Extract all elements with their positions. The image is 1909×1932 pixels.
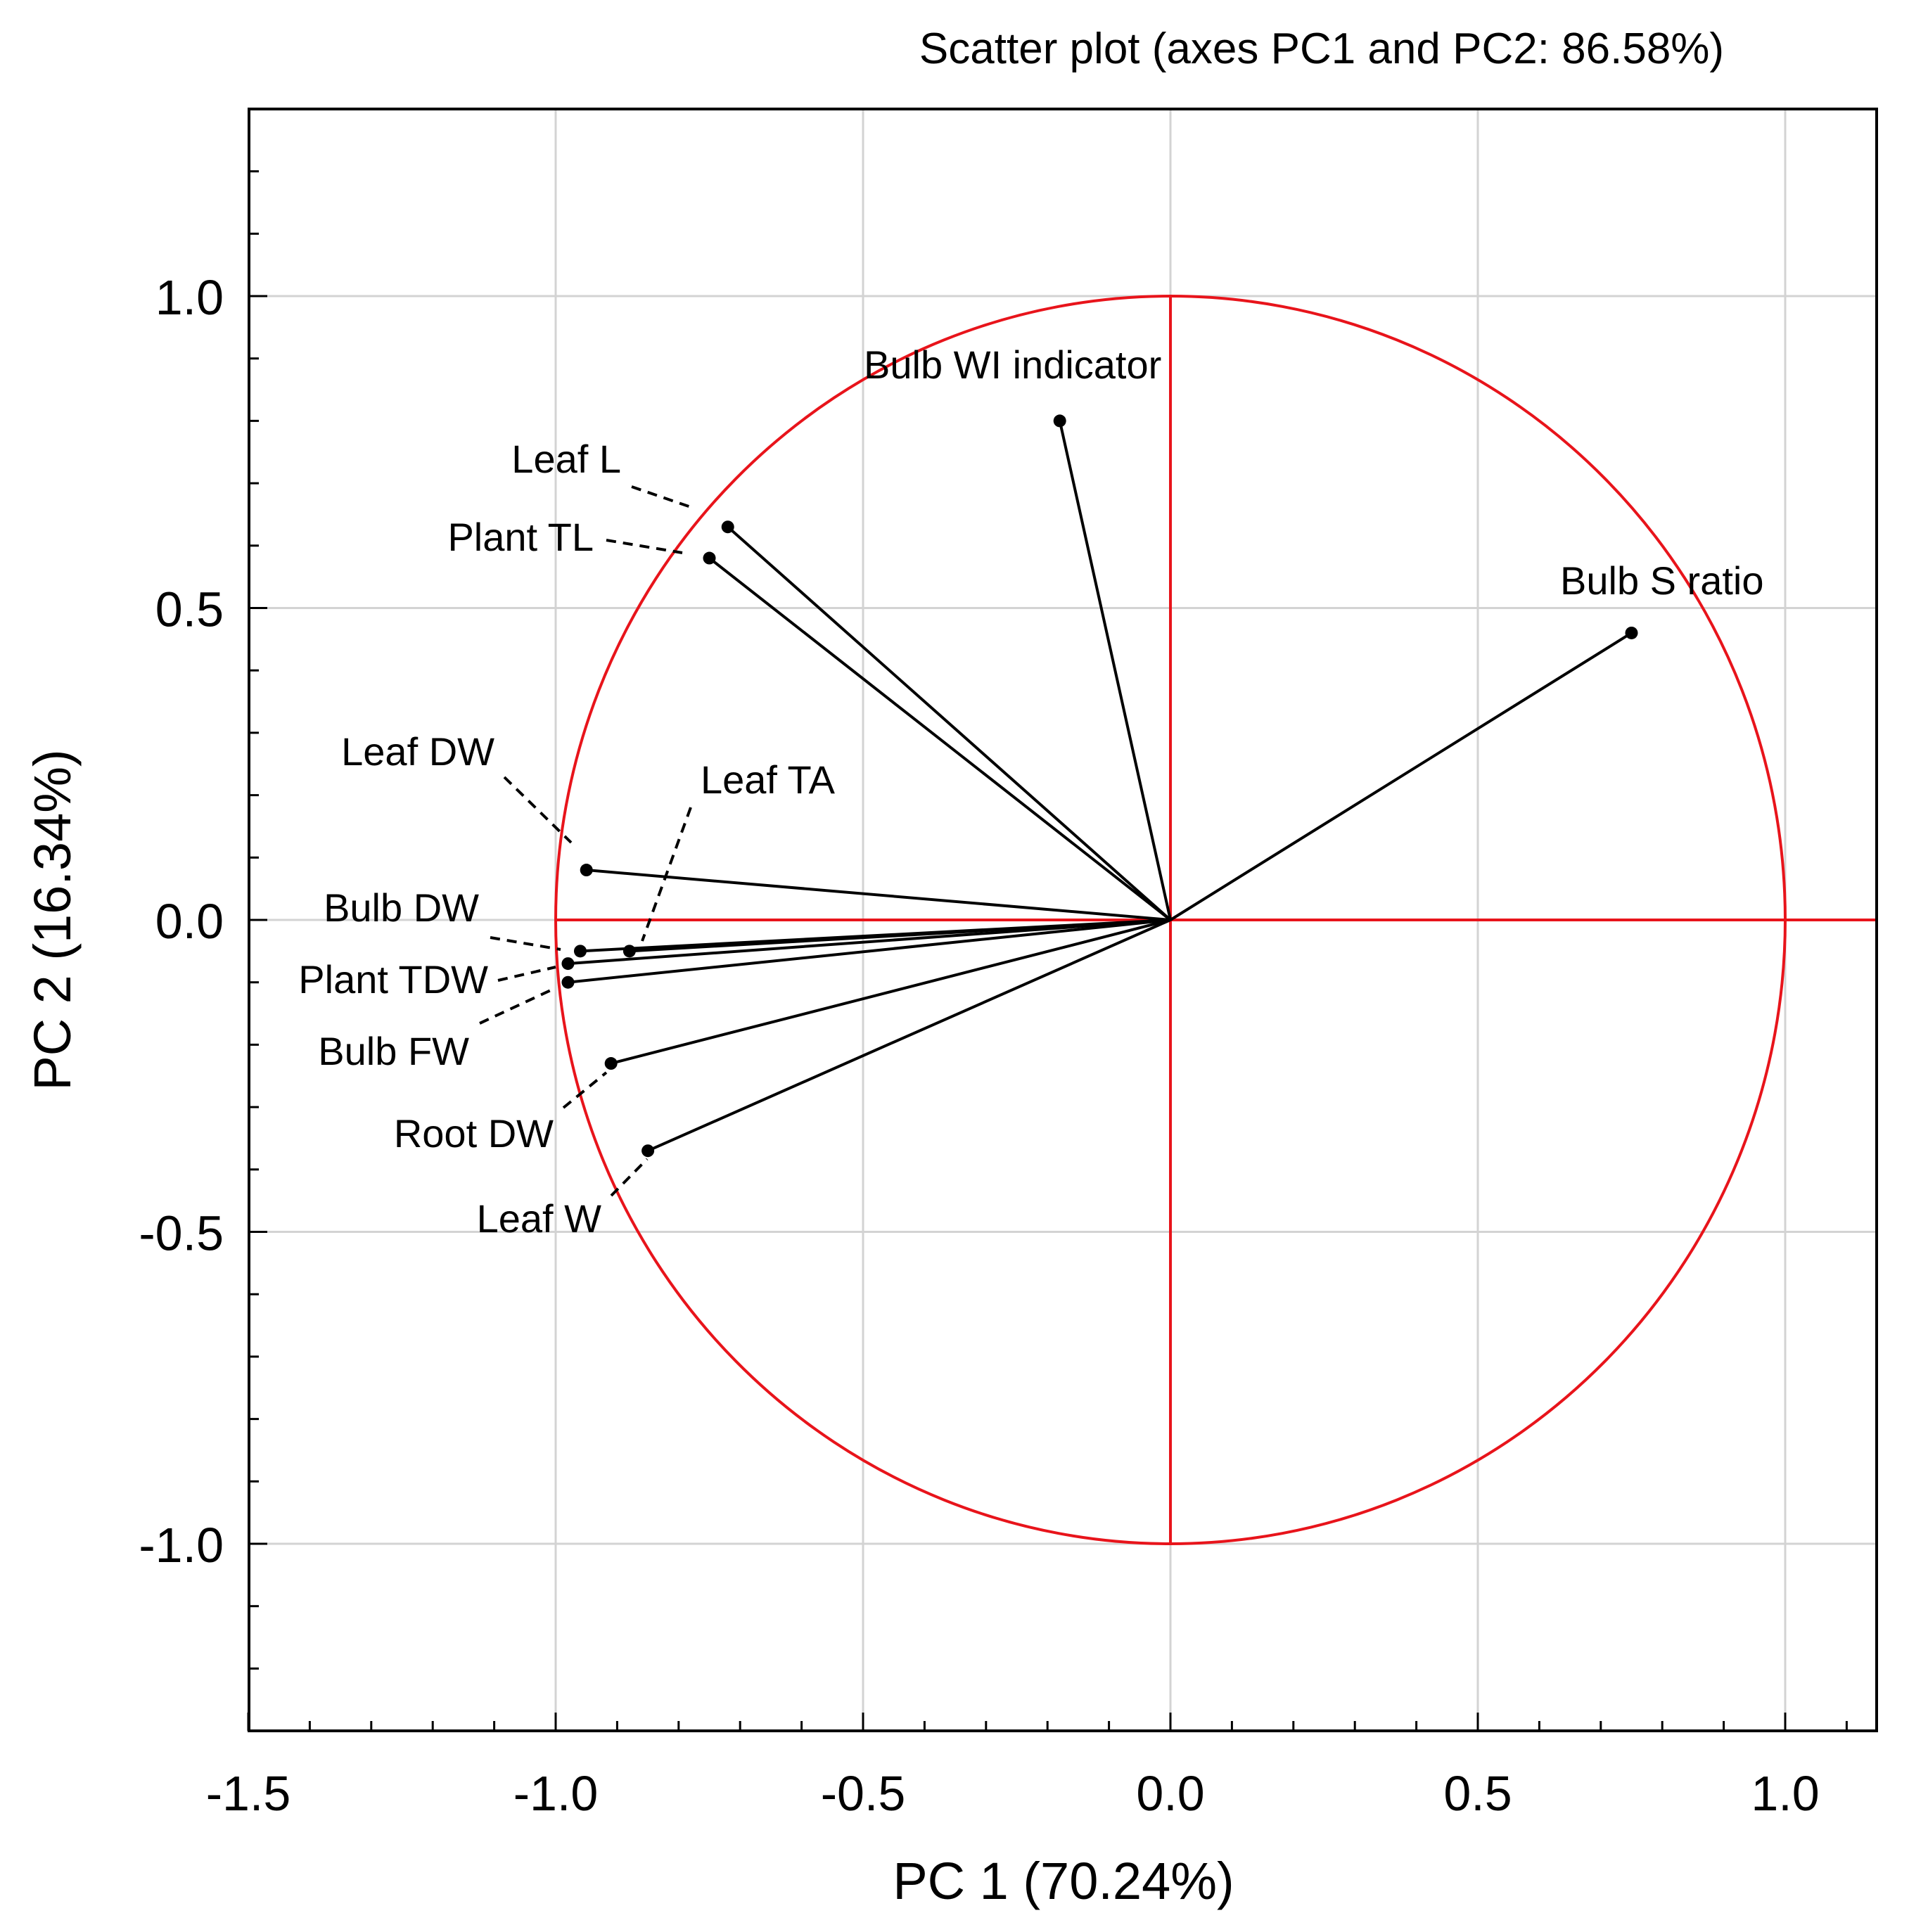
loading-point (1053, 414, 1066, 428)
x-tick-label: 0.5 (1443, 1766, 1512, 1821)
loading-vector (568, 919, 1171, 966)
loading-point (1625, 626, 1638, 639)
point-label: Bulb WI indicator (864, 343, 1161, 387)
leader-lines (479, 485, 694, 1197)
y-tick-label: 0.5 (155, 582, 224, 637)
label-leader-line (562, 1071, 608, 1109)
x-tick-label: 1.0 (1751, 1766, 1819, 1821)
point-label: Leaf W (477, 1196, 602, 1241)
label-leader-line (479, 988, 553, 1025)
loading-vector (586, 869, 1171, 921)
x-tick-label: -1.0 (513, 1766, 599, 1821)
y-axis-label: PC 2 (16.34%) (23, 749, 82, 1090)
loading-point (561, 957, 575, 971)
loading-vector (727, 525, 1172, 921)
chart-title: Scatter plot (axes PC1 and PC2: 86.58%) (919, 25, 1724, 73)
loading-point (641, 1144, 655, 1158)
loading-vector (611, 919, 1171, 1065)
point-label: Plant TDW (298, 957, 488, 1002)
x-tick-label: 0.0 (1136, 1766, 1204, 1821)
x-tick-label: -0.5 (821, 1766, 906, 1821)
y-tick-label: 0.0 (155, 894, 224, 949)
loading-vector (1169, 632, 1633, 921)
y-tick-label: -1.0 (139, 1518, 224, 1573)
point-label: Leaf L (511, 437, 621, 481)
axis-ticks: -1.5 -1.0 -0.5 0.0 0.5 1.0 -1.0 -0.5 0.0 0.5 1.0 (139, 108, 1848, 1821)
loading-point (703, 551, 716, 565)
loading-vector (708, 556, 1172, 921)
y-tick-label: 1.0 (155, 270, 224, 325)
point-label: Plant TL (447, 515, 594, 559)
label-leader-line (610, 1158, 649, 1197)
loading-vectors (561, 414, 1638, 1158)
point-label: Leaf DW (341, 729, 494, 774)
label-leader-line (497, 966, 556, 982)
loading-point (622, 945, 636, 958)
x-axis-label: PC 1 (70.24%) (893, 1852, 1234, 1910)
loading-vector (568, 919, 1171, 984)
label-leader-line (641, 807, 692, 942)
loading-vector (1058, 420, 1172, 921)
label-leader-line (490, 936, 561, 951)
y-tick-label: -0.5 (139, 1206, 224, 1261)
loading-point (604, 1057, 618, 1070)
loading-vector (647, 919, 1171, 1153)
loading-point (573, 945, 587, 958)
label-leader-line (606, 539, 683, 554)
point-label: Bulb FW (318, 1029, 469, 1073)
point-label: Bulb DW (324, 885, 479, 930)
point-label: Leaf TA (701, 757, 836, 802)
loading-point (580, 864, 593, 877)
point-label: Root DW (394, 1111, 554, 1156)
point-label: Bulb S ratio (1560, 558, 1764, 603)
x-tick-label: -1.5 (206, 1766, 291, 1821)
label-leader-line (631, 485, 694, 509)
loading-vector (580, 919, 1171, 953)
loading-point (721, 520, 734, 534)
unit-circle-group (554, 295, 1877, 1545)
loading-point (561, 975, 575, 989)
point-labels: Bulb WI indicator Bulb S ratio Leaf L Plant… (298, 343, 1763, 1241)
